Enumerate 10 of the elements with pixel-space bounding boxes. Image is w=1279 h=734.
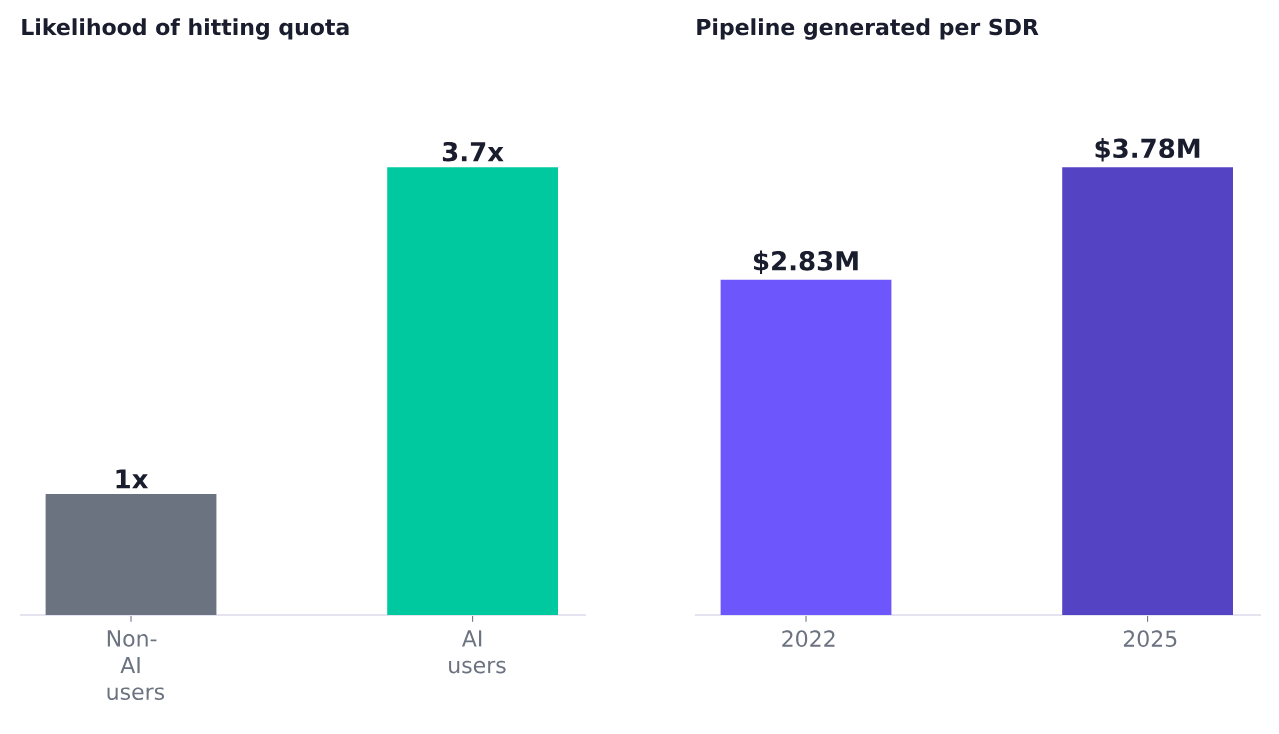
chart-title: Likelihood of hitting quota: [22, 18, 349, 40]
data-label: $3.78M: [1095, 138, 1200, 162]
data-label: $2.83M: [753, 250, 858, 275]
chart-title: Pipeline generated per SDR: [697, 18, 1039, 40]
x-tick-label: AI users: [449, 630, 506, 674]
data-label: 3.7x: [442, 141, 504, 162]
x-tick-label: 2025: [1123, 630, 1177, 648]
data-label: 1x: [116, 469, 149, 489]
x-tick-label: 2022: [782, 630, 835, 648]
x-tick-label: Non-AI users: [107, 630, 165, 701]
